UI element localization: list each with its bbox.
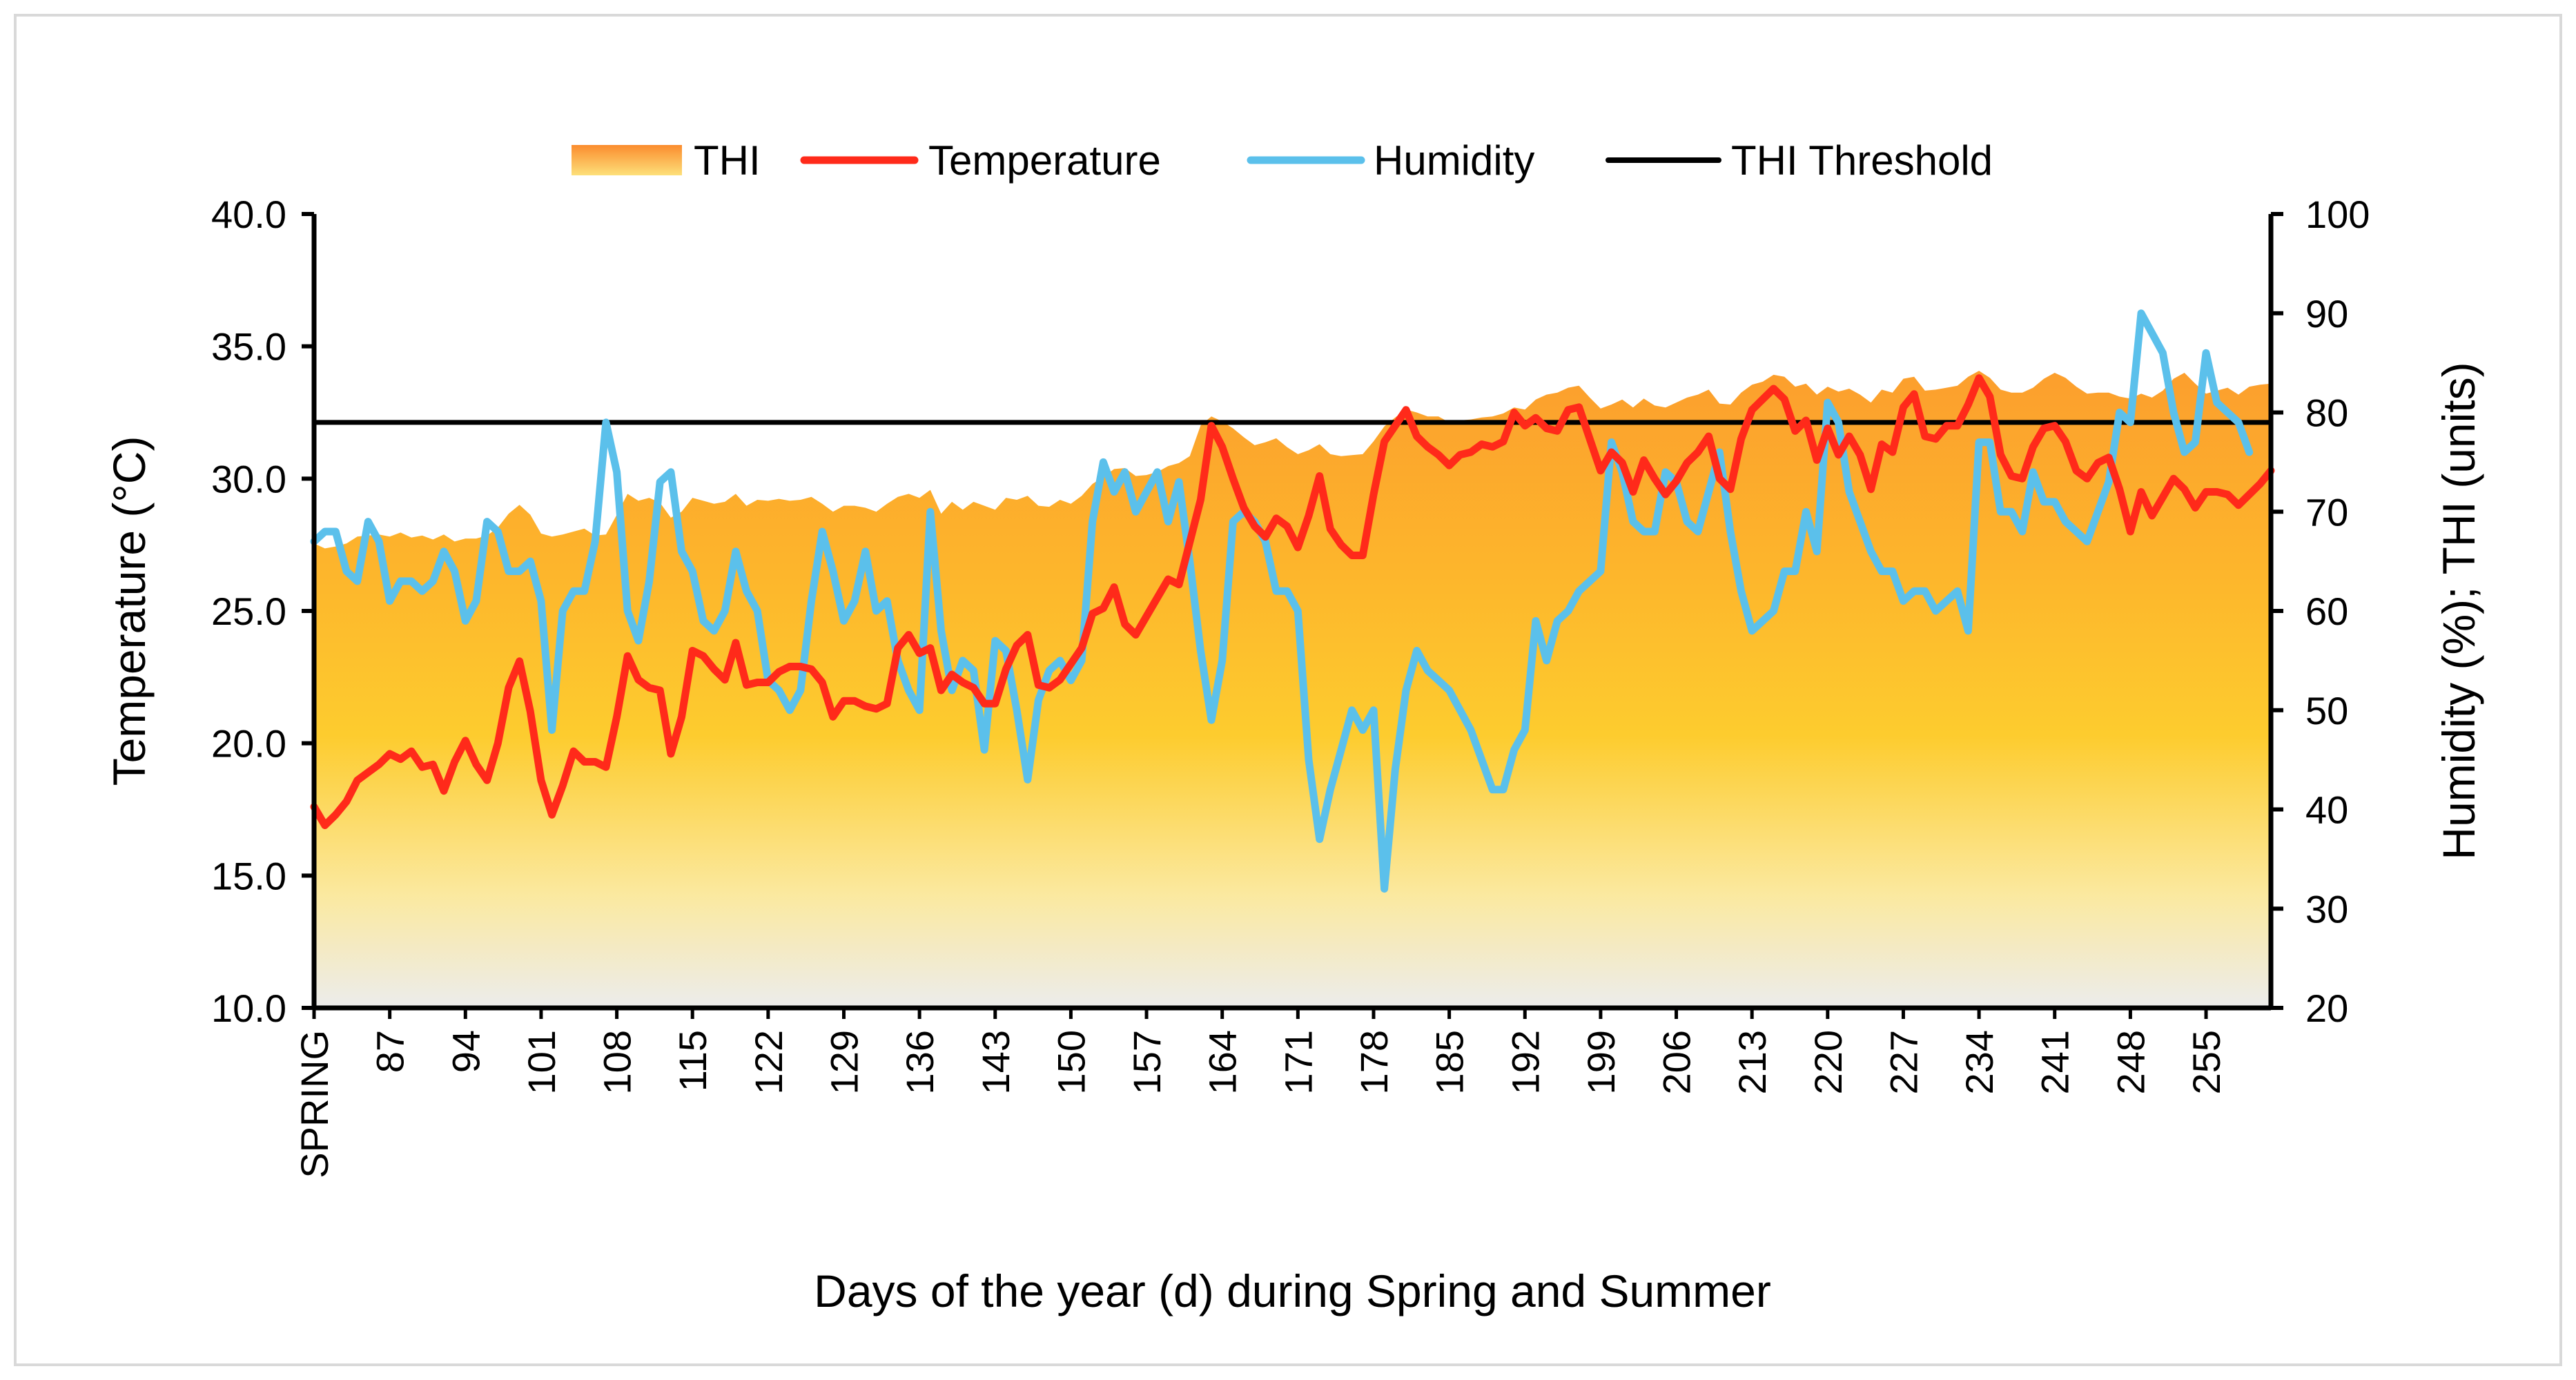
x-tick-label: 206 (1655, 1030, 1699, 1094)
x-tick-label: 101 (520, 1030, 563, 1094)
legend-label: Temperature (928, 137, 1161, 184)
x-axis-title: Days of the year (d) during Spring and S… (814, 1265, 1771, 1316)
legend-temperature: Temperature (800, 137, 1161, 184)
legend-thi-swatch (572, 145, 682, 175)
legend-humidity: Humidity (1247, 137, 1534, 184)
legend-threshold: THI Threshold (1606, 137, 1993, 184)
x-tick-label: 178 (1352, 1030, 1396, 1094)
x-tick-label: 255 (2185, 1030, 2228, 1094)
left-tick-label: 20.0 (211, 722, 286, 766)
right-tick-label: 30 (2305, 887, 2348, 931)
right-tick-label: 20 (2305, 987, 2348, 1030)
x-tick-label: 164 (1201, 1030, 1245, 1094)
x-tick-label: 143 (974, 1030, 1017, 1094)
legend-label: THI (694, 137, 761, 184)
x-tick-label: 220 (1806, 1030, 1850, 1094)
legend-thi: THI (572, 137, 761, 184)
legend-label: Humidity (1374, 137, 1534, 184)
x-tick-label: 115 (671, 1030, 714, 1091)
temperature-line (310, 374, 2275, 829)
left-axis-title: Temperature (°C) (104, 436, 155, 786)
humidity-line (310, 309, 2254, 893)
x-tick-label: 94 (444, 1030, 487, 1073)
left-tick-label: 15.0 (211, 854, 286, 897)
thi-area (314, 371, 2271, 1008)
left-tick-label: 40.0 (211, 193, 286, 236)
right-tick-label: 50 (2305, 689, 2348, 732)
right-tick-label: 70 (2305, 490, 2348, 534)
x-tick-label: 248 (2109, 1030, 2152, 1094)
right-tick-label: 40 (2305, 788, 2348, 832)
x-tick-label: 122 (747, 1030, 790, 1094)
x-tick-label: 185 (1428, 1030, 1472, 1094)
x-tick-label: 157 (1125, 1030, 1169, 1094)
left-tick-label: 10.0 (211, 987, 286, 1030)
x-tick-label: 136 (898, 1030, 941, 1094)
legend-label: THI Threshold (1731, 137, 1993, 184)
x-tick-label: 241 (2033, 1030, 2077, 1094)
x-tick-label: 234 (1958, 1030, 2001, 1094)
right-tick-label: 60 (2305, 590, 2348, 633)
x-tick-label: 213 (1730, 1030, 1774, 1094)
x-tick-label: 129 (822, 1030, 866, 1094)
right-tick-label: 100 (2305, 193, 2370, 236)
right-axis-title: Humidity (%); THI (units) (2433, 362, 2484, 859)
x-tick-label: 171 (1276, 1030, 1320, 1094)
left-tick-label: 35.0 (211, 325, 286, 369)
x-tick-label: SPRING (293, 1030, 336, 1178)
x-tick-label: 199 (1579, 1030, 1623, 1094)
x-tick-label: 192 (1503, 1030, 1547, 1094)
right-tick-label: 80 (2305, 391, 2348, 435)
x-tick-label: 108 (596, 1030, 639, 1094)
left-tick-label: 30.0 (211, 457, 286, 501)
x-tick-label: 227 (1882, 1030, 1925, 1094)
left-tick-label: 25.0 (211, 590, 286, 633)
x-tick-label: 87 (369, 1030, 412, 1073)
right-tick-label: 90 (2305, 292, 2348, 336)
x-tick-label: 150 (1049, 1030, 1093, 1094)
